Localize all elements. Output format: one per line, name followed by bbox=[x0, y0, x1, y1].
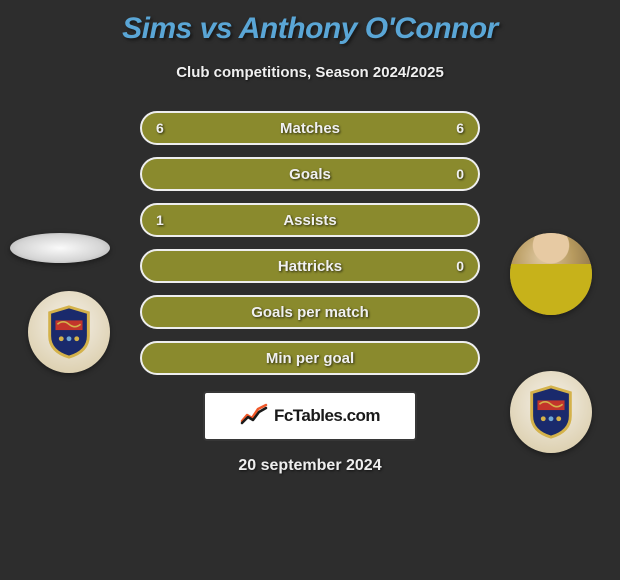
stat-label: Min per goal bbox=[266, 350, 354, 367]
stat-row-assists: 1 Assists bbox=[140, 203, 480, 237]
comparison-content: 6 Matches 6 Goals 0 1 Assists Hattricks … bbox=[0, 111, 620, 475]
brand-text: FcTables.com bbox=[274, 406, 380, 426]
player2-photo-placeholder bbox=[510, 233, 592, 315]
stat-left: 1 bbox=[156, 212, 164, 228]
stat-row-hattricks: Hattricks 0 bbox=[140, 249, 480, 283]
stat-row-mpg: Min per goal bbox=[140, 341, 480, 375]
stat-rows: 6 Matches 6 Goals 0 1 Assists Hattricks … bbox=[140, 111, 480, 375]
stat-right: 6 bbox=[456, 120, 464, 136]
stat-label: Hattricks bbox=[278, 258, 342, 275]
brand-icon bbox=[240, 403, 268, 430]
page-title: Sims vs Anthony O'Connor bbox=[0, 0, 620, 46]
club2-crest bbox=[510, 371, 592, 453]
stat-right: 0 bbox=[456, 166, 464, 182]
stat-label: Goals bbox=[289, 166, 331, 183]
stat-label: Assists bbox=[283, 212, 336, 229]
club1-crest bbox=[28, 291, 110, 373]
stat-left: 6 bbox=[156, 120, 164, 136]
stat-row-goals: Goals 0 bbox=[140, 157, 480, 191]
stat-label: Matches bbox=[280, 120, 340, 137]
date-text: 20 september 2024 bbox=[0, 457, 620, 475]
stat-right: 0 bbox=[456, 258, 464, 274]
player2-avatar bbox=[510, 233, 592, 315]
stat-row-gpm: Goals per match bbox=[140, 295, 480, 329]
crest-icon bbox=[510, 371, 592, 453]
subtitle: Club competitions, Season 2024/2025 bbox=[0, 64, 620, 81]
crest-icon bbox=[28, 291, 110, 373]
stat-row-matches: 6 Matches 6 bbox=[140, 111, 480, 145]
player1-avatar bbox=[10, 233, 110, 263]
stat-label: Goals per match bbox=[251, 304, 369, 321]
brand-bar[interactable]: FcTables.com bbox=[205, 393, 415, 439]
